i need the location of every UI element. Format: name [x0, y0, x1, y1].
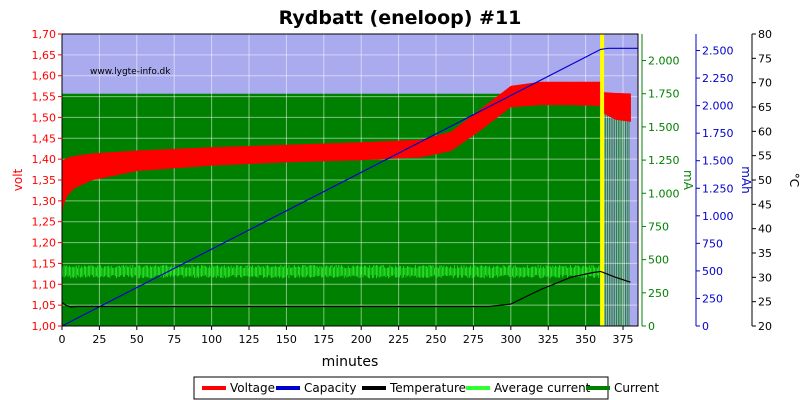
temp-tick-label: 55 — [758, 150, 772, 163]
ma-tick-label: 1.750 — [648, 88, 680, 101]
ma-axis-label: mA — [681, 170, 695, 191]
charge-end-marker — [600, 34, 605, 326]
ma-tick-label: 2.000 — [648, 55, 680, 68]
temp-tick-label: 25 — [758, 296, 772, 309]
temp-tick-label: 70 — [758, 77, 772, 90]
temp-tick-label: 35 — [758, 247, 772, 260]
volt-tick-label: 1,65 — [32, 49, 57, 62]
temp-tick-label: 60 — [758, 125, 772, 138]
mah-tick-label: 2.000 — [702, 100, 734, 113]
x-tick-label: 100 — [201, 333, 222, 346]
x-tick-label: 175 — [313, 333, 334, 346]
mah-tick-label: 2.250 — [702, 72, 734, 85]
x-tick-label: 75 — [167, 333, 181, 346]
legend-label-current: Current — [614, 381, 659, 395]
volt-tick-label: 1,60 — [32, 70, 57, 83]
volt-tick-label: 1,20 — [32, 237, 57, 250]
legend-label-average-current: Average current — [494, 381, 591, 395]
volt-tick-label: 1,70 — [32, 28, 57, 41]
temp-tick-label: 65 — [758, 101, 772, 114]
axes: 0 25 50 75 100 125 150 175 200 225 250 275 300 325 350… — [11, 28, 800, 346]
legend-label-temperature: Temperature — [389, 381, 466, 395]
volt-tick-label: 1,00 — [32, 320, 57, 333]
temp-tick-label: 80 — [758, 28, 772, 41]
x-tick-label: 350 — [575, 333, 596, 346]
x-tick-label: 125 — [239, 333, 260, 346]
temp-tick-label: 50 — [758, 174, 772, 187]
chart-title: Rydbatt (eneloop) #11 — [279, 7, 522, 29]
x-tick-label: 0 — [59, 333, 66, 346]
temp-tick-label: 75 — [758, 52, 772, 65]
ma-tick-label: 750 — [648, 220, 669, 233]
mah-tick-label: 2.500 — [702, 45, 734, 58]
ma-tick-label: 0 — [648, 320, 655, 333]
volt-tick-label: 1,55 — [32, 91, 57, 104]
mah-tick-label: 1.250 — [702, 182, 734, 195]
mah-tick-label: 0 — [702, 320, 709, 333]
volt-tick-label: 1,45 — [32, 132, 57, 145]
x-tick-label: 50 — [130, 333, 144, 346]
ma-tick-label: 250 — [648, 287, 669, 300]
current-area — [62, 93, 630, 327]
x-axis-label: minutes — [322, 354, 379, 370]
x-tick-label: 225 — [388, 333, 409, 346]
volt-tick-label: 1,30 — [32, 195, 57, 208]
temp-tick-label: 45 — [758, 198, 772, 211]
volt-tick-label: 1,15 — [32, 257, 57, 270]
series-layer — [61, 34, 638, 327]
x-tick-label: 150 — [276, 333, 297, 346]
x-tick-label: 25 — [92, 333, 106, 346]
ma-tick-label: 500 — [648, 254, 669, 267]
temp-tick-label: 40 — [758, 223, 772, 236]
legend-label-voltage: Voltage — [230, 381, 275, 395]
mah-tick-label: 1.500 — [702, 155, 734, 168]
x-tick-label: 275 — [463, 333, 484, 346]
temp-tick-label: 20 — [758, 320, 772, 333]
volt-tick-label: 1,40 — [32, 153, 57, 166]
watermark: www.lygte-info.dk — [90, 67, 171, 77]
mah-tick-label: 1.000 — [702, 210, 734, 223]
legend-label-capacity: Capacity — [304, 381, 356, 395]
mah-tick-label: 750 — [702, 237, 723, 250]
volt-axis-label: volt — [11, 168, 25, 191]
mah-tick-label: 250 — [702, 292, 723, 305]
average-current-band — [62, 264, 601, 279]
legend: Voltage Capacity Temperature Average curren… — [193, 376, 659, 400]
ma-tick-label: 1.250 — [648, 154, 680, 167]
x-tick-label: 200 — [351, 333, 372, 346]
x-tick-label: 300 — [500, 333, 521, 346]
volt-tick-label: 1,05 — [32, 299, 57, 312]
mah-tick-label: 500 — [702, 265, 723, 278]
temp-axis-label: °C — [787, 173, 800, 187]
ma-tick-label: 1.000 — [648, 187, 680, 200]
x-tick-label: 325 — [538, 333, 559, 346]
mah-axis-label: mAh — [739, 166, 753, 194]
current-area-fill — [62, 93, 601, 327]
x-tick-label: 250 — [426, 333, 447, 346]
temperature-line — [61, 270, 631, 308]
capacity-line — [61, 47, 638, 327]
ma-tick-label: 1.500 — [648, 121, 680, 134]
volt-tick-label: 1,10 — [32, 278, 57, 291]
temp-tick-label: 30 — [758, 271, 772, 284]
volt-tick-label: 1,50 — [32, 111, 57, 124]
x-tick-label: 375 — [613, 333, 634, 346]
volt-tick-label: 1,25 — [32, 216, 57, 229]
volt-tick-label: 1,35 — [32, 174, 57, 187]
mah-tick-label: 1.750 — [702, 127, 734, 140]
